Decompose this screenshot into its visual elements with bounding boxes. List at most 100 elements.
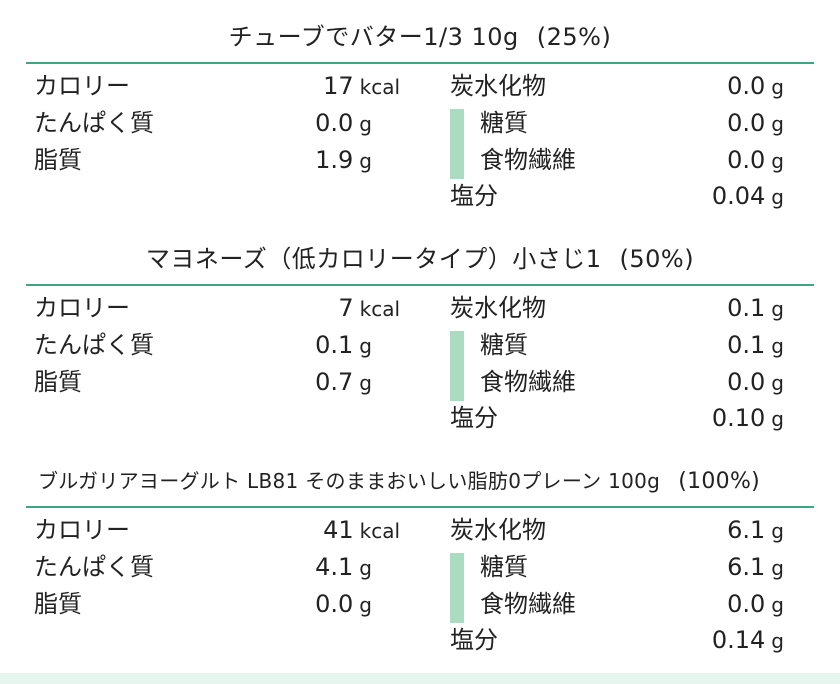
salt-value-group: 0.10 g: [712, 400, 784, 437]
calories-label: カロリー: [34, 72, 130, 100]
food-title: チューブでバター1/3 10g (25%): [26, 19, 814, 55]
protein-value: 0.0: [315, 109, 354, 137]
calories-row: カロリー 17 kcal: [34, 68, 400, 104]
fiber-label: 食物繊維: [480, 590, 576, 618]
fat-value: 0.0: [315, 590, 354, 618]
salt-value: 0.10: [711, 404, 766, 432]
calories-value-group: 7 kcal: [338, 290, 400, 327]
calories-label: カロリー: [34, 516, 130, 544]
protein-value-group: 0.0 g: [315, 105, 372, 142]
sugar-label: 糖質: [480, 331, 528, 359]
protein-unit: g: [359, 334, 372, 358]
fiber-value: 0.0: [727, 368, 766, 396]
carbs-value: 6.1: [727, 516, 766, 544]
fat-value-group: 0.7 g: [315, 364, 372, 401]
calories-value-group: 17 kcal: [323, 68, 400, 105]
food-divider: [26, 284, 814, 286]
sugar-row: 糖質 0.0 g: [450, 105, 784, 141]
salt-value: 0.04: [711, 182, 766, 210]
fiber-unit: g: [771, 371, 784, 395]
carbs-value-group: 6.1 g: [727, 512, 784, 549]
calories-value: 7: [338, 294, 354, 322]
carbs-value: 0.0: [727, 72, 766, 100]
food-divider: [26, 506, 814, 508]
sugar-value-group: 0.1 g: [727, 327, 784, 364]
fiber-label: 食物繊維: [480, 368, 576, 396]
sugar-row: 糖質 6.1 g: [450, 549, 784, 585]
sugar-value-group: 0.0 g: [727, 105, 784, 142]
calories-unit: kcal: [359, 297, 400, 321]
fiber-value: 0.0: [727, 146, 766, 174]
protein-unit: g: [359, 556, 372, 580]
carbs-row: 炭水化物 0.1 g: [450, 290, 784, 326]
salt-value: 0.14: [711, 626, 766, 654]
sugar-value: 0.1: [727, 331, 766, 359]
fat-unit: g: [359, 371, 372, 395]
carbs-row: 炭水化物 6.1 g: [450, 512, 784, 548]
protein-row: たんぱく質 0.1 g: [34, 327, 400, 363]
carbs-breakdown-bar: [450, 331, 464, 401]
sugar-label: 糖質: [480, 109, 528, 137]
fiber-value-group: 0.0 g: [727, 364, 784, 401]
fat-row: 脂質 0.0 g: [34, 586, 400, 622]
food-percent: (100%): [678, 469, 761, 494]
fat-unit: g: [359, 593, 372, 617]
sugar-value: 6.1: [727, 553, 766, 581]
salt-unit: g: [771, 407, 784, 431]
calories-value: 41: [323, 516, 354, 544]
fiber-row: 食物繊維 0.0 g: [450, 364, 784, 400]
carbs-value-group: 0.0 g: [727, 68, 784, 105]
salt-row: 塩分 0.04 g: [450, 178, 784, 214]
food-title: マヨネーズ（低カロリータイプ）小さじ1 (50%): [26, 241, 814, 277]
fat-label: 脂質: [34, 590, 82, 618]
fiber-row: 食物繊維 0.0 g: [450, 586, 784, 622]
calories-value: 17: [323, 72, 354, 100]
protein-unit: g: [359, 112, 372, 136]
calories-row: カロリー 7 kcal: [34, 290, 400, 326]
fiber-unit: g: [771, 149, 784, 173]
calories-unit: kcal: [359, 519, 400, 543]
calories-label: カロリー: [34, 294, 130, 322]
carbs-label: 炭水化物: [450, 294, 546, 322]
sugar-value-group: 6.1 g: [727, 549, 784, 586]
food-name: ブルガリアヨーグルト LB81 そのままおいしい脂肪0プレーン 100g: [38, 469, 661, 493]
fat-value-group: 1.9 g: [315, 142, 372, 179]
food-divider: [26, 62, 814, 64]
food-name: マヨネーズ（低カロリータイプ）小さじ1: [145, 245, 602, 273]
fat-label: 脂質: [34, 368, 82, 396]
sugar-unit: g: [771, 112, 784, 136]
carbs-label: 炭水化物: [450, 516, 546, 544]
salt-unit: g: [771, 185, 784, 209]
fiber-value-group: 0.0 g: [727, 142, 784, 179]
sugar-row: 糖質 0.1 g: [450, 327, 784, 363]
protein-label: たんぱく質: [34, 331, 154, 359]
food-name: チューブでバター1/3 10g: [228, 23, 519, 51]
carbs-unit: g: [771, 519, 784, 543]
fat-unit: g: [359, 149, 372, 173]
fat-value-group: 0.0 g: [315, 586, 372, 623]
calories-unit: kcal: [359, 75, 400, 99]
carbs-breakdown-bar: [450, 109, 464, 179]
protein-value-group: 0.1 g: [315, 327, 372, 364]
protein-value-group: 4.1 g: [315, 549, 372, 586]
food-title: ブルガリアヨーグルト LB81 そのままおいしい脂肪0プレーン 100g (100…: [26, 463, 814, 499]
salt-label: 塩分: [450, 182, 498, 210]
fiber-value-group: 0.0 g: [727, 586, 784, 623]
protein-label: たんぱく質: [34, 553, 154, 581]
salt-value-group: 0.14 g: [712, 622, 784, 659]
carbs-breakdown-bar: [450, 553, 464, 623]
salt-label: 塩分: [450, 404, 498, 432]
fiber-label: 食物繊維: [480, 146, 576, 174]
food-percent: (50%): [619, 245, 695, 273]
fat-row: 脂質 0.7 g: [34, 364, 400, 400]
calories-value-group: 41 kcal: [323, 512, 400, 549]
fat-value: 0.7: [315, 368, 354, 396]
protein-row: たんぱく質 0.0 g: [34, 105, 400, 141]
salt-row: 塩分 0.10 g: [450, 400, 784, 436]
protein-value: 0.1: [315, 331, 354, 359]
bottom-band: [0, 673, 840, 684]
salt-value-group: 0.04 g: [712, 178, 784, 215]
protein-label: たんぱく質: [34, 109, 154, 137]
fiber-unit: g: [771, 593, 784, 617]
